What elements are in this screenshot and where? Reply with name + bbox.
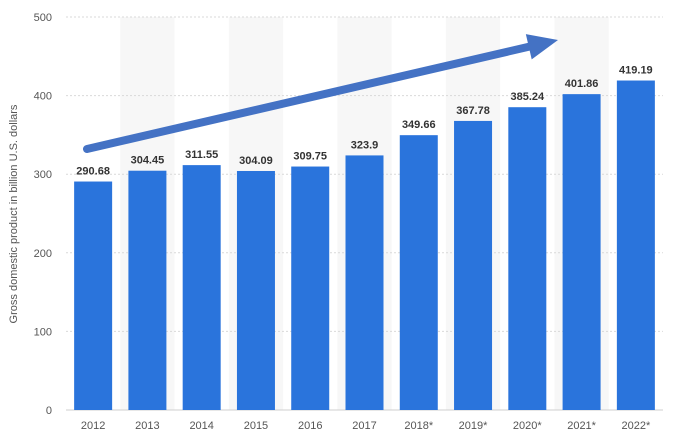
y-tick-label: 0 <box>46 405 52 417</box>
x-axis-ticks: 2012 2013 2014 2015 2016 2017 2018* 2019* 2020* 2… <box>81 420 651 432</box>
bar <box>345 155 384 410</box>
data-label: 367.78 <box>456 105 490 117</box>
data-label: 290.68 <box>76 166 110 178</box>
y-tick-label: 500 <box>34 12 52 24</box>
data-label: 309.75 <box>293 151 327 163</box>
data-label: 304.09 <box>239 155 273 167</box>
bars <box>74 80 655 411</box>
data-label: 349.66 <box>402 119 436 131</box>
data-label: 323.9 <box>351 139 379 151</box>
bar <box>236 170 275 410</box>
bar <box>128 170 167 410</box>
y-tick-label: 400 <box>34 91 52 103</box>
y-axis-title: Gross domestic product in billion U.S. d… <box>8 104 20 323</box>
x-tick-label: 2018* <box>404 420 433 432</box>
bar <box>182 165 221 410</box>
x-tick-label: 2017 <box>352 420 376 432</box>
bar <box>616 80 655 410</box>
data-label: 304.45 <box>131 155 165 167</box>
y-tick-label: 100 <box>34 326 52 338</box>
bar <box>74 181 113 410</box>
trend-arrow-shaft <box>83 42 533 153</box>
trend-arrow <box>83 34 558 153</box>
y-axis-ticks: 0 100 200 300 400 500 <box>34 12 52 417</box>
x-tick-label: 2019* <box>459 420 488 432</box>
x-tick-label: 2016 <box>298 420 322 432</box>
data-label: 419.19 <box>619 65 653 77</box>
value-labels: 290.68 304.45 311.55 304.09 309.75 323.9 349.6… <box>76 65 652 178</box>
data-label: 401.86 <box>565 78 599 90</box>
y-tick-label: 200 <box>34 248 52 260</box>
bar <box>454 120 493 410</box>
trend-arrow-head <box>525 34 558 60</box>
bar <box>399 135 438 410</box>
x-tick-label: 2020* <box>513 420 542 432</box>
x-tick-label: 2013 <box>135 420 159 432</box>
x-tick-label: 2021* <box>567 420 596 432</box>
data-label: 385.24 <box>510 91 545 103</box>
x-tick-label: 2012 <box>81 420 105 432</box>
x-tick-label: 2022* <box>621 420 650 432</box>
bar <box>291 166 330 410</box>
x-tick-label: 2015 <box>244 420 268 432</box>
data-label: 311.55 <box>185 149 218 161</box>
bar <box>508 107 547 411</box>
y-tick-label: 300 <box>34 169 52 181</box>
x-tick-label: 2014 <box>189 420 213 432</box>
bar <box>562 94 601 411</box>
